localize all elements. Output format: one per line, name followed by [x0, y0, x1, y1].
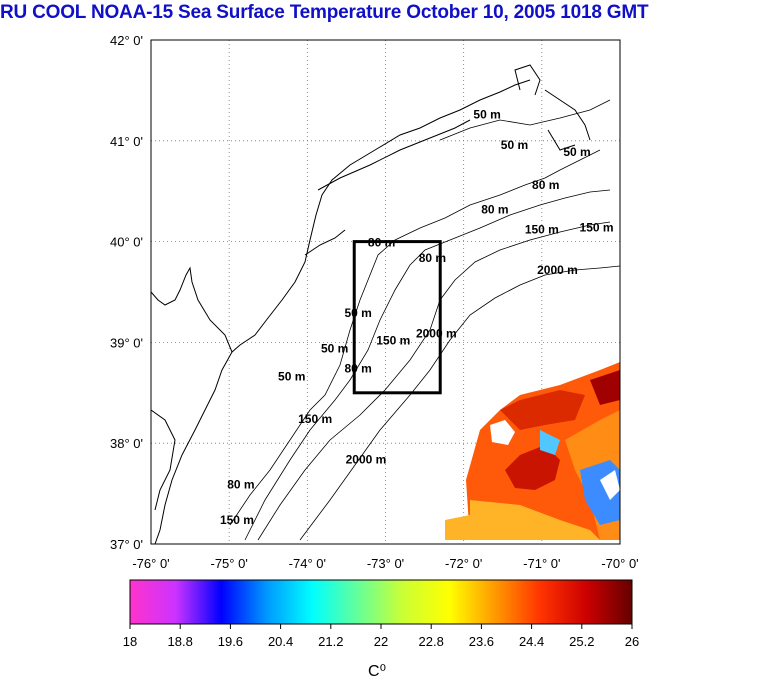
contour-label: 150 m [580, 221, 614, 235]
colorbar-labels: 18 18.8 19.6 20.4 21.2 22 22.8 23.6 24.4 25.2 26 [123, 624, 639, 649]
colorbar-unit: C⁰ [368, 663, 386, 680]
contour-label: 80 m [368, 236, 395, 250]
contour-label: 2000 m [537, 263, 578, 277]
contour-labels: 50 m 50 m 50 m 80 m 80 m 150 m 150 m 2000 m 80 m… [220, 108, 614, 527]
contour-label: 150 m [525, 223, 559, 237]
colorbar-tick-label: 21.2 [318, 634, 343, 649]
colorbar-tick-label: 22.8 [419, 634, 444, 649]
colorbar-tick-label: 20.4 [268, 634, 293, 649]
colorbar [129, 579, 633, 625]
map-frame [150, 39, 621, 545]
colorbar-tick-label: 22 [374, 634, 388, 649]
contour-label: 50 m [278, 370, 305, 384]
contour-label: 80 m [532, 178, 559, 192]
lat-tick-label: 37° 0' [110, 537, 143, 552]
coastline [151, 64, 591, 544]
study-area-box [352, 240, 442, 395]
contour-label: 2000 m [416, 326, 457, 340]
lon-tick-label: -76° 0' [132, 556, 169, 571]
colorbar-tick-label: 24.4 [519, 634, 544, 649]
contour-label: 80 m [344, 362, 371, 376]
colorbar-tick-label: 23.6 [469, 634, 494, 649]
lat-tick-label: 41° 0' [110, 134, 143, 149]
contour-label: 50 m [321, 341, 348, 355]
contour-label: 80 m [481, 202, 508, 216]
lat-tick-label: 39° 0' [110, 335, 143, 350]
axis-labels: 42° 0' 41° 0' 40° 0' 39° 0' 38° 0' 37° 0' -76°… [110, 33, 639, 571]
sst-data-patch [445, 362, 620, 540]
lon-tick-label: -70° 0' [601, 556, 638, 571]
lat-tick-label: 40° 0' [110, 235, 143, 250]
contour-label: 80 m [419, 251, 446, 265]
lon-tick-label: -71° 0' [523, 556, 560, 571]
lon-tick-label: -73° 0' [367, 556, 404, 571]
lat-tick-label: 38° 0' [110, 436, 143, 451]
contour-label: 150 m [376, 333, 410, 347]
lon-tick-label: -72° 0' [445, 556, 482, 571]
contour-label: 50 m [501, 138, 528, 152]
colorbar-tick-label: 19.6 [218, 634, 243, 649]
colorbar-tick-label: 26 [625, 634, 639, 649]
colorbar-tick-label: 18.8 [168, 634, 193, 649]
contour-label: 150 m [220, 513, 254, 527]
colorbar-tick-label: 18 [123, 634, 137, 649]
lon-tick-label: -75° 0' [211, 556, 248, 571]
lon-tick-label: -74° 0' [289, 556, 326, 571]
contour-label: 50 m [473, 108, 500, 122]
contour-label: 2000 m [346, 452, 387, 466]
contour-label: 80 m [227, 478, 254, 492]
contour-label: 50 m [344, 306, 371, 320]
contour-label: 150 m [298, 412, 332, 426]
contour-label: 50 m [563, 145, 590, 159]
colorbar-tick-label: 25.2 [569, 634, 594, 649]
bathymetry-contours [229, 99, 620, 541]
map-title: RU COOL NOAA-15 Sea Surface Temperature … [0, 2, 649, 23]
lat-tick-label: 42° 0' [110, 33, 143, 48]
